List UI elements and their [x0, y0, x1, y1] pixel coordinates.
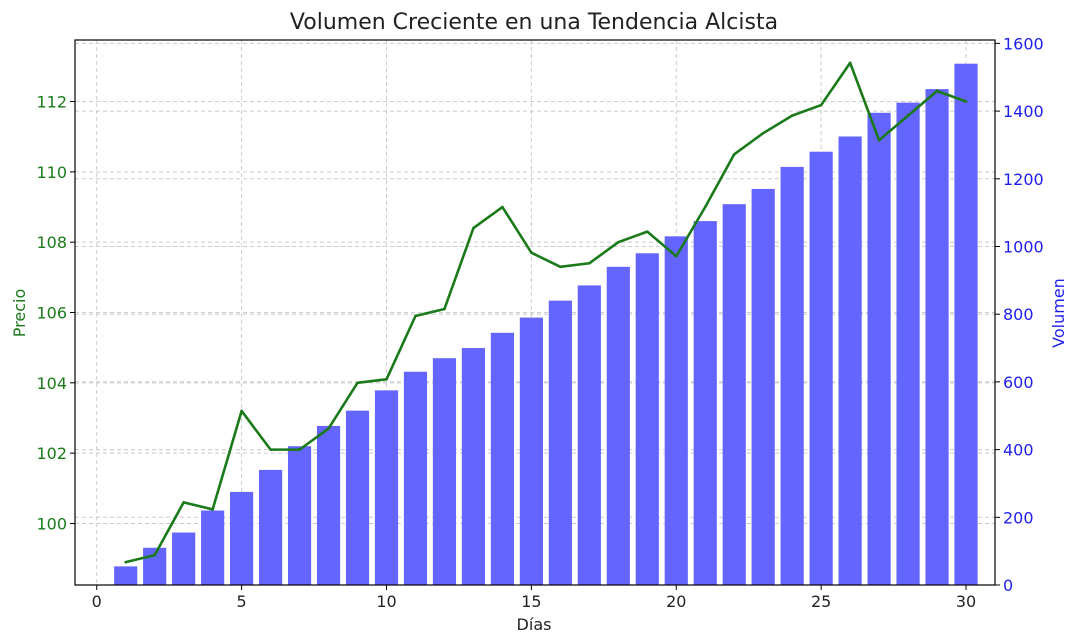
price-point-day-5 [240, 409, 243, 413]
y-right-tick-label-6: 1200 [1003, 170, 1044, 189]
volume-bar-day-30 [954, 63, 978, 585]
x-tick-label-1: 5 [237, 592, 247, 611]
volume-bar-day-8 [316, 425, 341, 585]
x-tick-label-5: 25 [811, 592, 831, 611]
volume-bar-day-4 [201, 510, 225, 585]
y-right-tick-label-8: 1600 [1003, 34, 1044, 53]
y-left-tick-label-6: 112 [36, 93, 67, 112]
price-point-day-14 [501, 205, 504, 209]
price-point-day-16 [559, 265, 562, 269]
y-right-tick-label-7: 1400 [1003, 102, 1044, 121]
price-line-layer [124, 61, 968, 564]
volume-bar-day-15 [519, 317, 543, 585]
volume-bar-day-26 [838, 136, 862, 586]
price-point-day-3 [182, 501, 185, 504]
price-point-day-9 [356, 381, 359, 385]
price-point-day-21 [703, 205, 707, 209]
price-point-day-15 [530, 251, 533, 255]
price-point-day-18 [617, 240, 620, 244]
price-point-day-2 [153, 553, 156, 557]
price-point-day-4 [211, 508, 214, 511]
volume-bar-day-27 [867, 112, 891, 585]
volume-bar-day-24 [780, 166, 804, 585]
price-point-day-11 [414, 314, 417, 318]
y-right-axis-label: Volumen [1049, 278, 1068, 348]
volume-bar-day-17 [577, 285, 601, 585]
price-point-day-20 [674, 254, 678, 258]
price-point-day-13 [472, 226, 475, 230]
price-point-day-10 [385, 378, 388, 381]
volume-bar-day-13 [461, 348, 486, 585]
y-left-axis-label: Precio [10, 289, 29, 337]
volume-bar-day-12 [432, 358, 457, 585]
volume-bar-day-18 [606, 266, 630, 585]
price-point-day-26 [848, 61, 852, 65]
volume-bar-day-6 [259, 469, 283, 585]
price-point-day-6 [269, 448, 272, 451]
y-right-tick-label-5: 1000 [1003, 237, 1044, 256]
x-axis-label: Días [517, 615, 552, 634]
volume-bar-day-11 [403, 371, 428, 585]
volume-bars [114, 63, 978, 586]
volume-bar-day-16 [548, 300, 572, 585]
x-tick-label-0: 0 [92, 592, 102, 611]
price-point-day-29 [935, 89, 939, 93]
volume-bar-day-29 [925, 89, 949, 585]
price-point-day-17 [588, 261, 591, 265]
x-tick-label-6: 30 [956, 592, 976, 611]
y-left-tick-label-2: 104 [36, 374, 67, 393]
price-point-day-22 [732, 152, 736, 156]
price-point-day-12 [443, 307, 446, 311]
price-point-day-30 [964, 100, 968, 103]
y-right-tick-label-1: 200 [1003, 508, 1034, 527]
y-axis-right: 0 200 400 600 800 1000 1200 1400 1600 [995, 34, 1044, 595]
volume-bar-day-28 [896, 102, 920, 586]
y-right-tick-label-2: 400 [1003, 441, 1034, 460]
price-line [124, 61, 968, 564]
y-right-tick-label-0: 0 [1003, 576, 1013, 595]
y-right-tick-label-3: 600 [1003, 373, 1034, 392]
y-left-tick-label-3: 106 [36, 304, 67, 323]
x-tick-label-2: 10 [376, 592, 396, 611]
price-point-day-8 [327, 427, 330, 430]
volume-bar-day-14 [490, 332, 514, 585]
volume-bar-day-9 [345, 410, 370, 585]
price-point-day-27 [877, 138, 881, 142]
y-left-tick-label-5: 110 [36, 163, 67, 182]
volume-bar-day-22 [722, 204, 746, 585]
volume-bar-day-21 [693, 221, 717, 585]
price-point-day-23 [761, 131, 765, 135]
y-left-tick-label-0: 100 [36, 514, 67, 533]
price-point-day-28 [906, 114, 910, 117]
volume-bar-day-3 [172, 532, 196, 585]
price-point-day-7 [298, 448, 301, 451]
volume-bar-day-23 [751, 188, 775, 585]
price-point-day-25 [819, 103, 823, 107]
volume-bar-day-25 [809, 151, 833, 585]
volume-bar-day-20 [664, 236, 688, 585]
y-right-tick-label-4: 800 [1003, 305, 1034, 324]
y-left-tick-label-4: 108 [36, 233, 67, 252]
y-axis-left: 100 102 104 106 108 110 112 [36, 93, 75, 533]
price-point-day-24 [790, 114, 794, 117]
volume-bar-day-19 [635, 253, 659, 585]
chart-title: Volumen Creciente en una Tendencia Alcis… [290, 10, 778, 35]
y-left-tick-label-1: 102 [36, 444, 67, 463]
x-tick-label-3: 15 [521, 592, 541, 611]
price-point-day-1 [124, 560, 128, 564]
x-axis: 0 5 10 15 20 25 30 [92, 585, 976, 611]
volume-bar-day-5 [230, 491, 254, 585]
volume-bar-day-10 [374, 390, 399, 585]
volume-bar-day-7 [287, 446, 312, 585]
volume-bar-day-1 [114, 566, 138, 585]
x-tick-label-4: 20 [666, 592, 686, 611]
price-point-day-19 [645, 230, 649, 233]
